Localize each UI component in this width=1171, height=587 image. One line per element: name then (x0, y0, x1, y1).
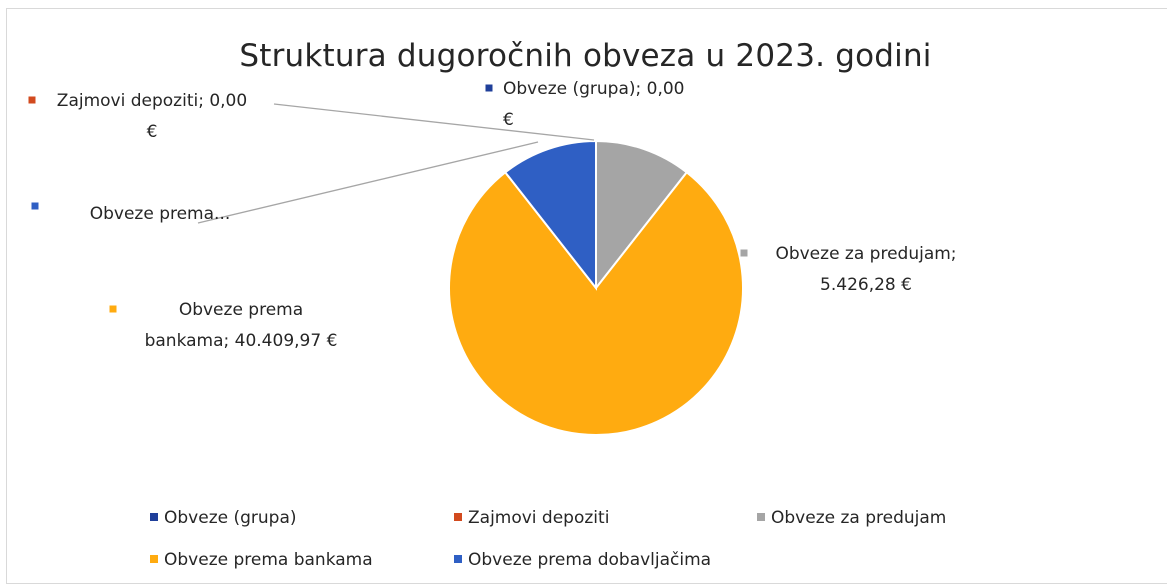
leader-line-obveze-prema-dobavljacima (197, 141, 539, 224)
data-label-text: Zajmovi depoziti; 0,00 (57, 91, 247, 111)
data-label-marker (31, 202, 39, 210)
pie-slice-obveze-prema-dobavljacima (503, 139, 597, 291)
data-label-marker (28, 96, 36, 104)
data-label-obveze-za-predujam: Obveze za predujam; 5.426,28 € (740, 244, 957, 295)
legend-item-obveze-za-predujam: Obveze za predujam (757, 508, 946, 528)
legend-label: Obveze prema bankama (164, 550, 373, 570)
pie-slice-obveze-za-predujam (595, 139, 689, 291)
data-label-text: Obveze prema... (90, 204, 231, 224)
pie-slice-obveze-prema-bankama (448, 170, 744, 436)
legend-label: Zajmovi depoziti (468, 508, 609, 528)
data-label-marker (485, 84, 493, 92)
data-label-text: € (147, 122, 158, 142)
data-label-zajmovi-depoziti: Zajmovi depoziti; 0,00 € (28, 91, 247, 142)
data-label-marker (740, 249, 748, 257)
legend-swatch (150, 555, 158, 563)
data-label-text: € (503, 110, 514, 130)
data-label-obveze-prema-dobavljacima: Obveze prema... (31, 202, 231, 224)
data-label-marker (109, 305, 117, 313)
chart-title: Struktura dugoročnih obveza u 2023. godi… (239, 38, 932, 74)
legend-swatch (150, 513, 158, 521)
legend-item-zajmovi-depoziti: Zajmovi depoziti (454, 508, 609, 528)
data-label-text: Obveze prema (179, 300, 303, 320)
legend-label: Obveze (grupa) (164, 508, 297, 528)
legend-swatch (454, 555, 462, 563)
legend-item-obveze-prema-bankama: Obveze prema bankama (150, 550, 373, 570)
data-label-text: 5.426,28 € (820, 275, 912, 295)
legend-swatch (454, 513, 462, 521)
legend-swatch (757, 513, 765, 521)
legend-label: Obveze prema dobavljačima (468, 550, 711, 570)
data-label-text: Obveze za predujam; (775, 244, 956, 264)
leader-line-zajmovi-depoziti (273, 103, 595, 141)
legend-item-obveze-grupa: Obveze (grupa) (150, 508, 297, 528)
legend-label: Obveze za predujam (771, 508, 946, 528)
data-label-text: bankama; 40.409,97 € (145, 331, 338, 351)
data-label-obveze-grupa: Obveze (grupa); 0,00 € (485, 79, 685, 130)
data-label-obveze-prema-bankama: Obveze prema bankama; 40.409,97 € (109, 300, 338, 351)
legend: Obveze (grupa) Zajmovi depoziti Obveze za … (150, 508, 946, 570)
data-label-text: Obveze (grupa); 0,00 (503, 79, 685, 99)
legend-item-obveze-prema-dobavljacima: Obveze prema dobavljačima (454, 550, 711, 570)
